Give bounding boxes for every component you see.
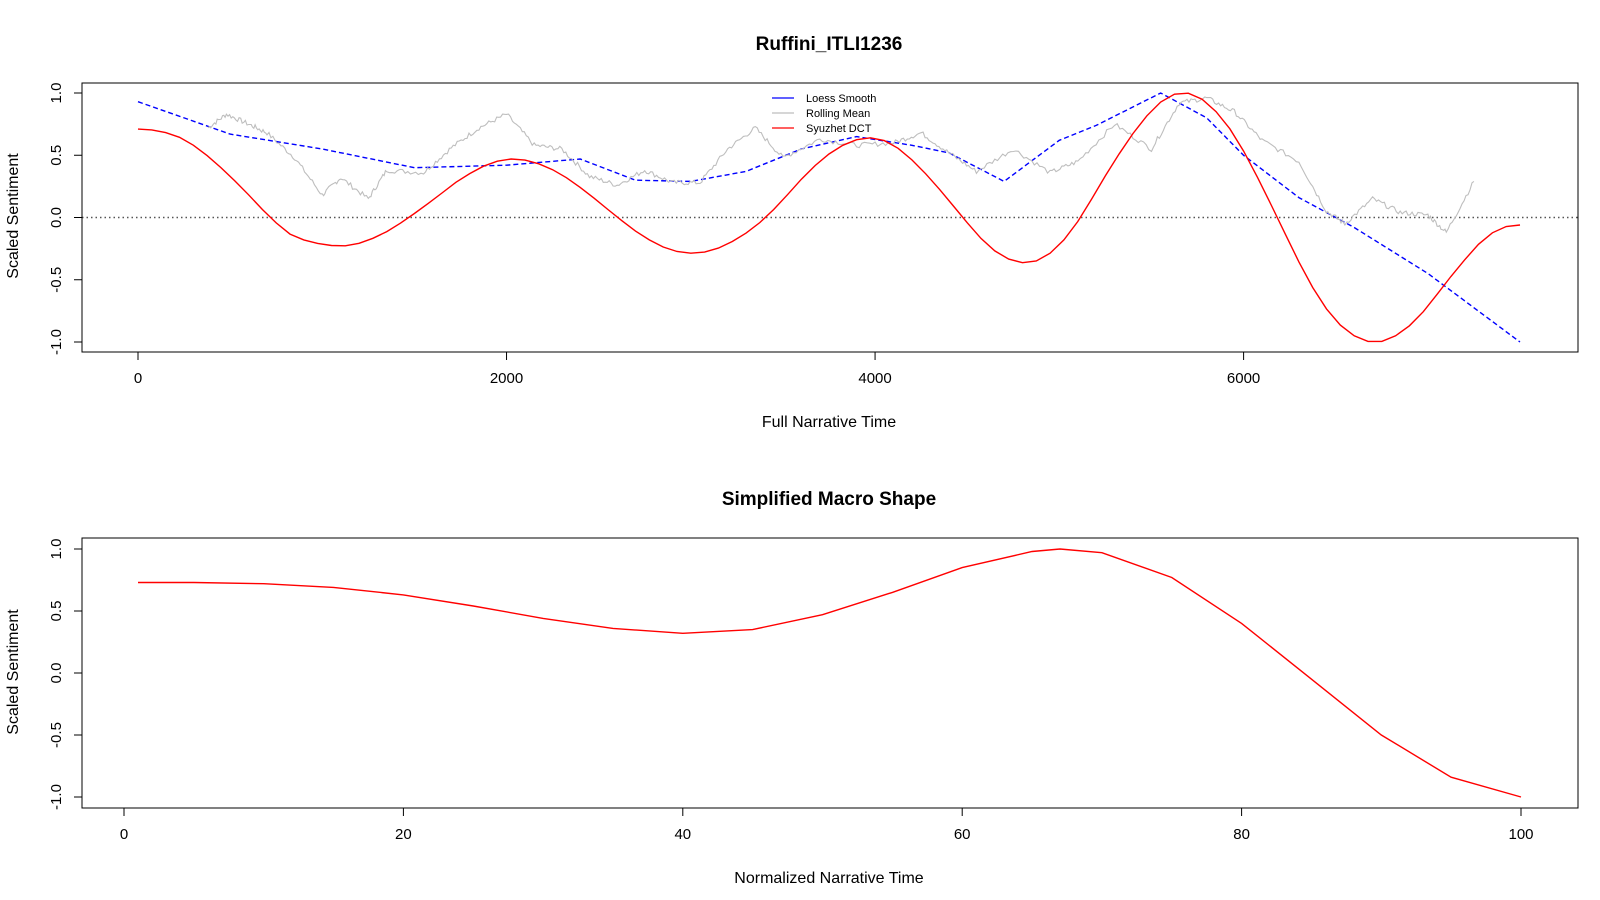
y-tick-label: 1.0 <box>48 539 65 560</box>
x-tick-label: 80 <box>1233 826 1250 843</box>
y-tick-label: 0.0 <box>48 663 65 684</box>
macro-shape-chart: Simplified Macro Shape Normalized Narrat… <box>5 489 1579 887</box>
y-tick-label: 1.0 <box>48 83 65 104</box>
x-tick-label: 60 <box>954 826 971 843</box>
x-axis-label: Full Narrative Time <box>762 414 896 431</box>
y-tick-label: -1.0 <box>48 784 65 810</box>
legend-label-syuzhet-dct: Syuzhet DCT <box>806 123 872 135</box>
y-axis-label: Scaled Sentiment <box>5 153 22 279</box>
x-axis: 0 20 40 60 80 100 <box>120 807 1534 843</box>
x-tick-label: 100 <box>1508 826 1533 843</box>
series-lines <box>138 548 1522 798</box>
chart-title: Ruffini_ITLI1236 <box>756 34 903 55</box>
series-line-rolling-mean <box>207 96 1475 234</box>
y-tick-label: 0.5 <box>48 145 65 166</box>
x-axis-label: Normalized Narrative Time <box>734 870 923 887</box>
plot-frame <box>81 537 1579 809</box>
legend-label-rolling-mean: Rolling Mean <box>806 108 870 120</box>
x-tick-label: 20 <box>395 826 412 843</box>
y-tick-label: 0.0 <box>48 207 65 228</box>
y-tick-label: -0.5 <box>48 267 65 293</box>
full-narrative-chart: Ruffini_ITLI1236 Full Narrative Time Sca… <box>5 34 1579 431</box>
x-tick-label: 0 <box>134 370 142 387</box>
chart-title: Simplified Macro Shape <box>722 489 936 510</box>
y-tick-label: -0.5 <box>48 722 65 748</box>
x-tick-label: 0 <box>120 826 128 843</box>
series-line-macro-shape <box>138 548 1522 798</box>
y-axis: -1.0 -0.5 0.0 0.5 1.0 <box>48 83 83 355</box>
legend-label-loess-smooth: Loess Smooth <box>806 93 876 105</box>
legend: Loess Smooth Rolling Mean Syuzhet DCT <box>772 93 876 135</box>
series-lines <box>137 92 1521 343</box>
y-axis: -1.0 -0.5 0.0 0.5 1.0 <box>48 539 83 810</box>
x-axis: 0 2000 4000 6000 <box>134 351 1260 387</box>
x-tick-label: 6000 <box>1227 370 1260 387</box>
y-tick-label: -1.0 <box>48 329 65 355</box>
y-tick-label: 0.5 <box>48 601 65 622</box>
series-line-syuzhet-dct <box>137 92 1521 343</box>
x-tick-label: 4000 <box>858 370 891 387</box>
x-tick-label: 40 <box>674 826 691 843</box>
x-tick-label: 2000 <box>490 370 523 387</box>
y-axis-label: Scaled Sentiment <box>5 609 22 735</box>
